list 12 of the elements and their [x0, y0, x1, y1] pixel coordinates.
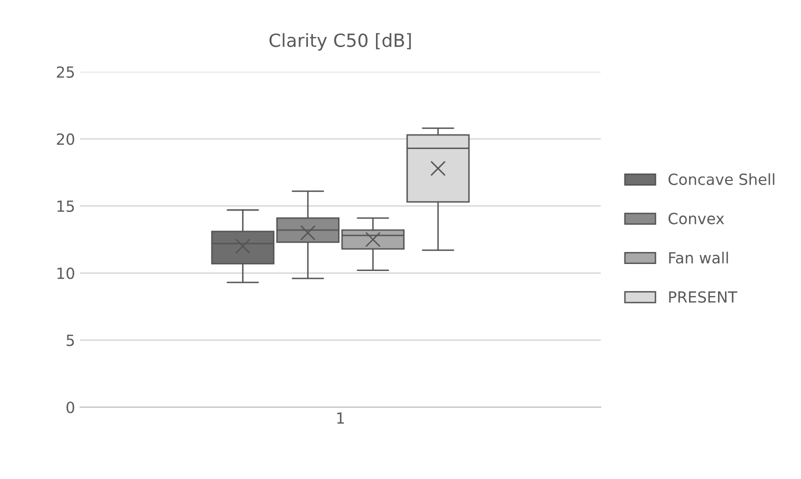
y-tick-label: 0: [66, 402, 74, 414]
y-tick-label: 5: [66, 334, 74, 346]
y-tick-label: 10: [57, 267, 74, 280]
chart-title: Clarity C50 [dB]: [269, 33, 411, 51]
legend-label: Fan wall: [669, 252, 728, 264]
y-tick-label: 25: [56, 66, 74, 78]
legend-label: Concave Shell: [668, 173, 774, 186]
legend-label: PRESENT: [669, 291, 738, 303]
legend-label: Convex: [668, 212, 724, 224]
x-tick-label: 1: [337, 412, 344, 424]
y-tick-label: 15: [57, 200, 74, 212]
y-tick-label: 20: [56, 133, 74, 145]
